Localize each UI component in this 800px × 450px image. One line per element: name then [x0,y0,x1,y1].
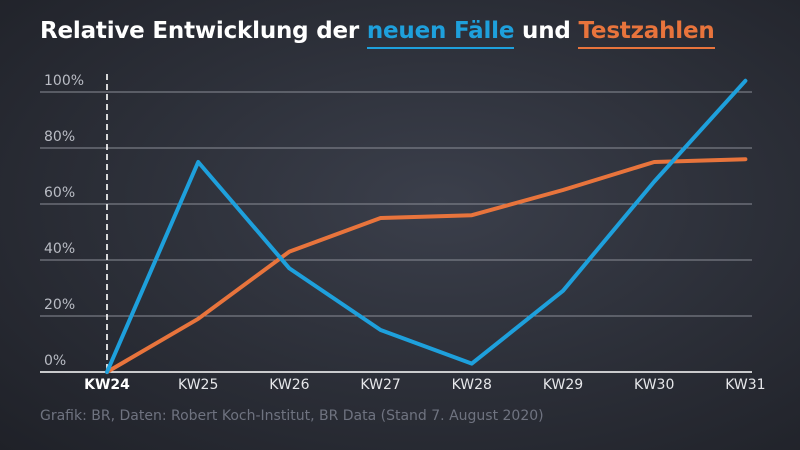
y-tick-label: 40% [44,241,75,257]
series-line [105,78,748,374]
source-footer: Grafik: BR, Daten: Robert Koch-Institut,… [40,408,544,424]
title-prefix: Relative Entwicklung der [40,18,367,44]
title-middle: und [514,18,579,44]
title-highlight-cases: neuen Fälle [366,18,514,49]
title-highlight-tests: Testzahlen [578,18,715,49]
x-tick-label: KW27 [360,377,400,393]
x-tick-label: KW28 [452,377,492,393]
series-line [105,157,748,374]
x-tick-label: KW30 [634,377,674,393]
x-tick-label: KW29 [543,377,583,393]
series-lines [105,78,748,374]
y-tick-label: 20% [44,297,75,313]
x-tick-label: KW26 [269,377,309,393]
x-tick-label: KW24 [84,377,130,393]
chart-title: Relative Entwicklung der neuen Fälle und… [40,18,715,49]
x-axis-ticks: KW24 KW25 KW26 KW27 KW28 KW29 KW30 KW31 [84,377,765,393]
x-tick-label: KW25 [178,377,218,393]
y-tick-label: 0% [44,353,66,369]
y-tick-label: 60% [44,185,75,201]
x-tick-label: KW31 [725,377,765,393]
y-axis-ticks: 0% 20% 40% 60% 80% 100% [44,73,84,369]
y-tick-label: 100% [44,73,84,89]
y-tick-label: 80% [44,129,75,145]
gridlines [40,74,752,373]
